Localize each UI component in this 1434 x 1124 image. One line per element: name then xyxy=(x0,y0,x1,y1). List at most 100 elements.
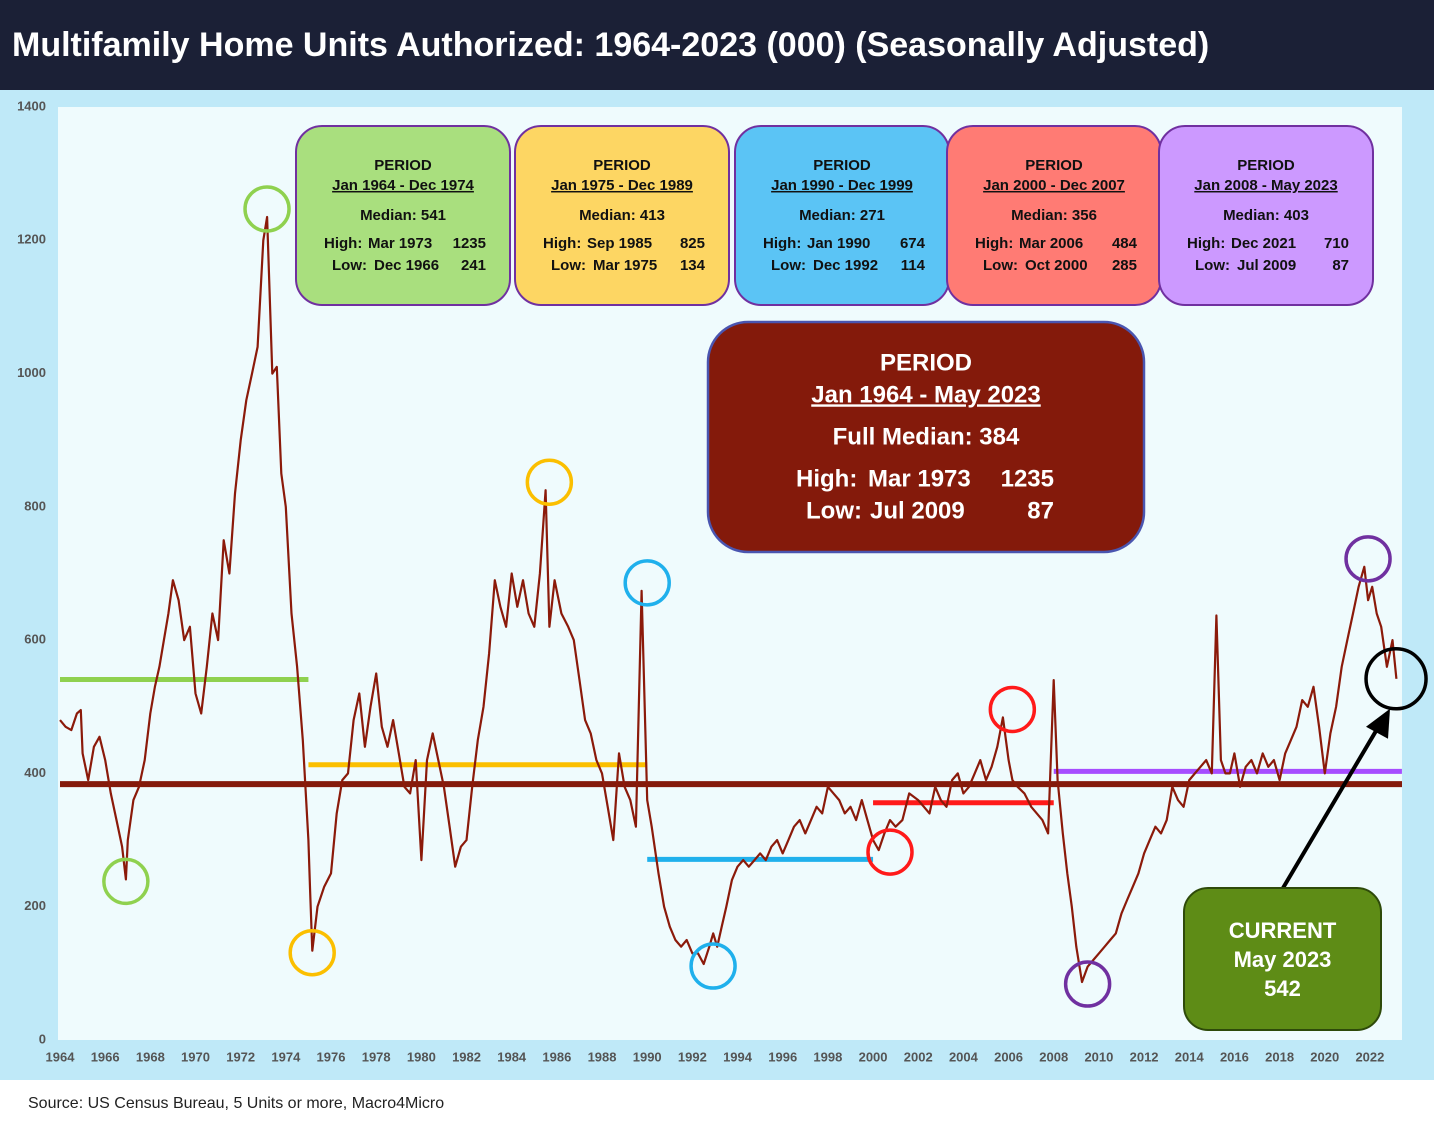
y-tick-label: 0 xyxy=(39,1031,46,1046)
low-date: Mar 1975 xyxy=(593,257,657,274)
x-tick-label: 1980 xyxy=(407,1049,436,1064)
high-circle xyxy=(1344,535,1392,583)
low-circle xyxy=(1063,960,1112,1008)
period-median: Median: 403 xyxy=(1223,207,1309,224)
low-label: Low: xyxy=(983,257,1018,274)
period-median: Median: 413 xyxy=(579,207,665,224)
x-tick-label: 1964 xyxy=(46,1049,76,1064)
source: Source: US Census Bureau, 5 Units or mor… xyxy=(28,1095,444,1112)
x-tick-label: 2006 xyxy=(994,1049,1023,1064)
x-tick-label: 1996 xyxy=(768,1049,797,1064)
x-tick-label: 2002 xyxy=(904,1049,933,1064)
current-box xyxy=(1183,887,1382,1031)
high-label: High: xyxy=(324,235,362,252)
period-title: PERIOD xyxy=(1237,157,1295,174)
low-date: Dec 1966 xyxy=(374,257,439,274)
low-value: 285 xyxy=(1112,257,1137,274)
x-tick-label: 2004 xyxy=(949,1049,979,1064)
x-tick-label: 2000 xyxy=(859,1049,888,1064)
low-date: Jul 2009 xyxy=(1237,257,1296,274)
high-label: High: xyxy=(1187,235,1225,252)
low-circle xyxy=(288,928,336,977)
high-circle xyxy=(988,685,1037,734)
low-value: 134 xyxy=(680,257,706,274)
x-tick-label: 1974 xyxy=(271,1049,301,1064)
period-median: Median: 356 xyxy=(1011,207,1097,224)
period-box xyxy=(295,125,511,306)
x-tick-label: 1978 xyxy=(362,1049,391,1064)
x-tick-label: 1966 xyxy=(91,1049,120,1064)
full-box xyxy=(706,320,1146,554)
high-date: Mar 1973 xyxy=(368,235,432,252)
x-tick-label: 1970 xyxy=(181,1049,210,1064)
low-circle xyxy=(102,857,150,906)
y-tick-label: 200 xyxy=(24,898,46,913)
y-tick-label: 1000 xyxy=(17,365,46,380)
footer xyxy=(0,1080,1434,1124)
x-tick-label: 2008 xyxy=(1039,1049,1068,1064)
high-label: High: xyxy=(763,235,801,252)
current-value: 542 xyxy=(1264,976,1301,1001)
series-line xyxy=(59,215,1398,984)
full-low-value: 87 xyxy=(1027,497,1054,524)
period-title: PERIOD xyxy=(1025,157,1083,174)
high-date: Mar 2006 xyxy=(1019,235,1083,252)
x-tick-label: 1994 xyxy=(723,1049,753,1064)
high-circle xyxy=(525,458,574,506)
high-value: 825 xyxy=(680,235,705,252)
y-tick-label: 1200 xyxy=(17,232,46,247)
period-title: PERIOD xyxy=(813,157,871,174)
low-label: Low: xyxy=(551,257,586,274)
full-median: Full Median: 384 xyxy=(833,423,1020,450)
low-value: 241 xyxy=(461,257,486,274)
period-median: Median: 271 xyxy=(799,207,885,224)
y-tick-label: 800 xyxy=(24,498,46,513)
x-tick-label: 2014 xyxy=(1175,1049,1205,1064)
high-date: Jan 1990 xyxy=(807,235,870,252)
period-range: Jan 1990 - Dec 1999 xyxy=(771,177,913,194)
x-tick-label: 1976 xyxy=(317,1049,346,1064)
full-high-label: High: xyxy=(796,465,857,492)
y-tick-label: 1400 xyxy=(17,98,46,113)
x-tick-label: 1992 xyxy=(678,1049,707,1064)
period-range: Jan 1975 - Dec 1989 xyxy=(551,177,693,194)
low-circle xyxy=(866,828,914,876)
period-range: Jan 2000 - Dec 2007 xyxy=(983,177,1125,194)
period-title: PERIOD xyxy=(593,157,651,174)
period-range: Jan 2008 - May 2023 xyxy=(1194,177,1337,194)
full-low-label: Low: xyxy=(806,497,862,524)
high-date: Sep 1985 xyxy=(587,235,652,252)
low-value: 87 xyxy=(1332,257,1349,274)
x-tick-label: 1998 xyxy=(813,1049,842,1064)
x-tick-label: 2016 xyxy=(1220,1049,1249,1064)
x-tick-label: 2020 xyxy=(1310,1049,1339,1064)
x-tick-label: 2012 xyxy=(1130,1049,1159,1064)
current-arrow xyxy=(1281,719,1384,890)
high-circle xyxy=(243,185,291,233)
high-value: 710 xyxy=(1324,235,1349,252)
current-circle xyxy=(1364,647,1428,711)
low-value: 114 xyxy=(901,257,926,274)
x-tick-label: 1968 xyxy=(136,1049,165,1064)
low-label: Low: xyxy=(1195,257,1230,274)
x-tick-label: 1972 xyxy=(226,1049,255,1064)
full-high-date: Mar 1973 xyxy=(868,465,971,492)
high-date: Dec 2021 xyxy=(1231,235,1296,252)
x-tick-label: 1982 xyxy=(452,1049,481,1064)
high-label: High: xyxy=(975,235,1013,252)
full-range: Jan 1964 - May 2023 xyxy=(811,381,1041,408)
x-tick-label: 1990 xyxy=(633,1049,662,1064)
high-value: 1235 xyxy=(453,235,486,252)
current-arrowhead xyxy=(1366,708,1390,739)
high-value: 484 xyxy=(1112,235,1138,252)
high-circle xyxy=(623,559,671,607)
period-median: Median: 541 xyxy=(360,207,446,224)
period-range: Jan 1964 - Dec 1974 xyxy=(332,177,474,194)
y-tick-label: 600 xyxy=(24,632,46,647)
low-date: Oct 2000 xyxy=(1025,257,1088,274)
x-tick-label: 2010 xyxy=(1084,1049,1113,1064)
x-tick-label: 2018 xyxy=(1265,1049,1294,1064)
current-title: CURRENT xyxy=(1229,918,1337,943)
period-title: PERIOD xyxy=(374,157,432,174)
